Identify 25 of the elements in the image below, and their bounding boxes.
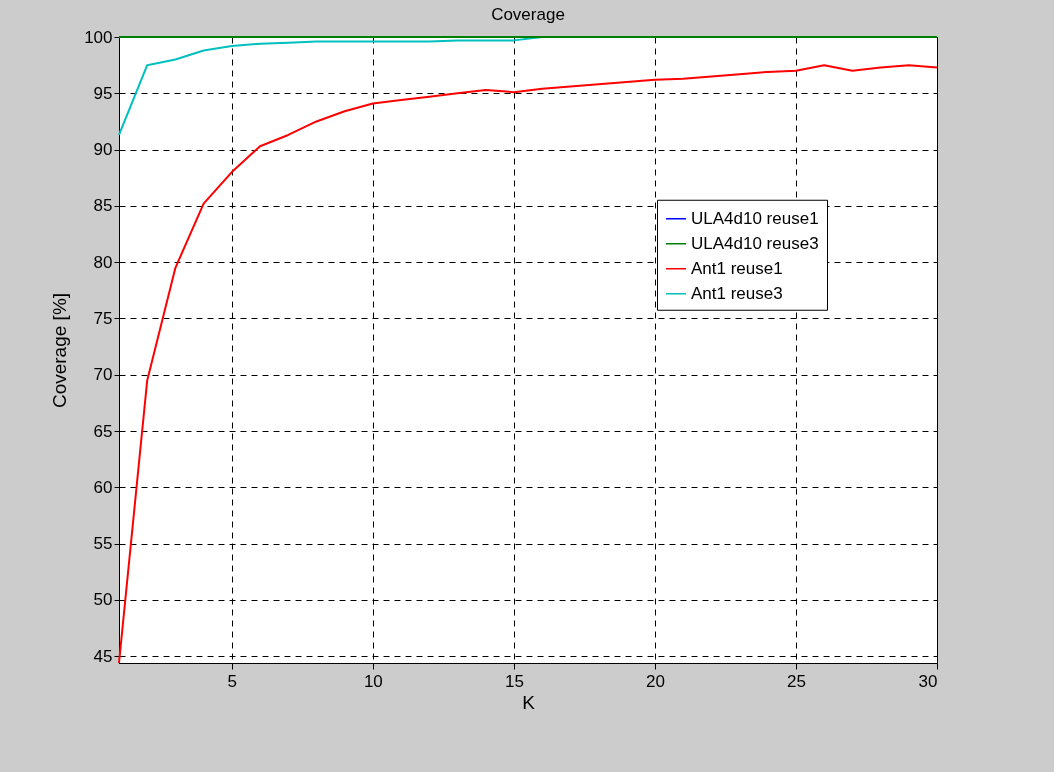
x-axis-title: K: [522, 691, 536, 713]
x-tick-label: 5: [227, 671, 238, 691]
y-tick-label: 100: [84, 27, 113, 47]
legend-label: ULA4d10 reuse1: [691, 208, 819, 228]
legend-label: Ant1 reuse3: [691, 283, 783, 303]
y-tick-label: 70: [93, 365, 113, 385]
y-tick-label: 60: [93, 477, 113, 497]
y-tick-label: 45: [93, 646, 113, 666]
legend-label: Ant1 reuse1: [691, 258, 783, 278]
y-tick-label: 75: [93, 308, 113, 328]
y-tick-label: 55: [93, 534, 113, 554]
x-tick-label: 25: [787, 671, 806, 691]
y-tick-label: 50: [93, 590, 113, 610]
x-tick-label: 30: [918, 671, 938, 691]
y-tick-label: 90: [93, 140, 113, 160]
y-tick-label: 85: [93, 196, 113, 216]
y-tick-label: 95: [93, 83, 113, 103]
x-tick-label: 10: [363, 671, 383, 691]
y-axis-title: Coverage [%]: [49, 292, 71, 409]
y-tick-label: 65: [93, 421, 113, 441]
y-tick-label: 80: [93, 252, 113, 272]
legend-label: ULA4d10 reuse3: [691, 233, 819, 253]
x-tick-label: 20: [645, 671, 665, 691]
x-tick-label: 15: [504, 671, 524, 691]
chart-title: Coverage: [491, 5, 565, 24]
